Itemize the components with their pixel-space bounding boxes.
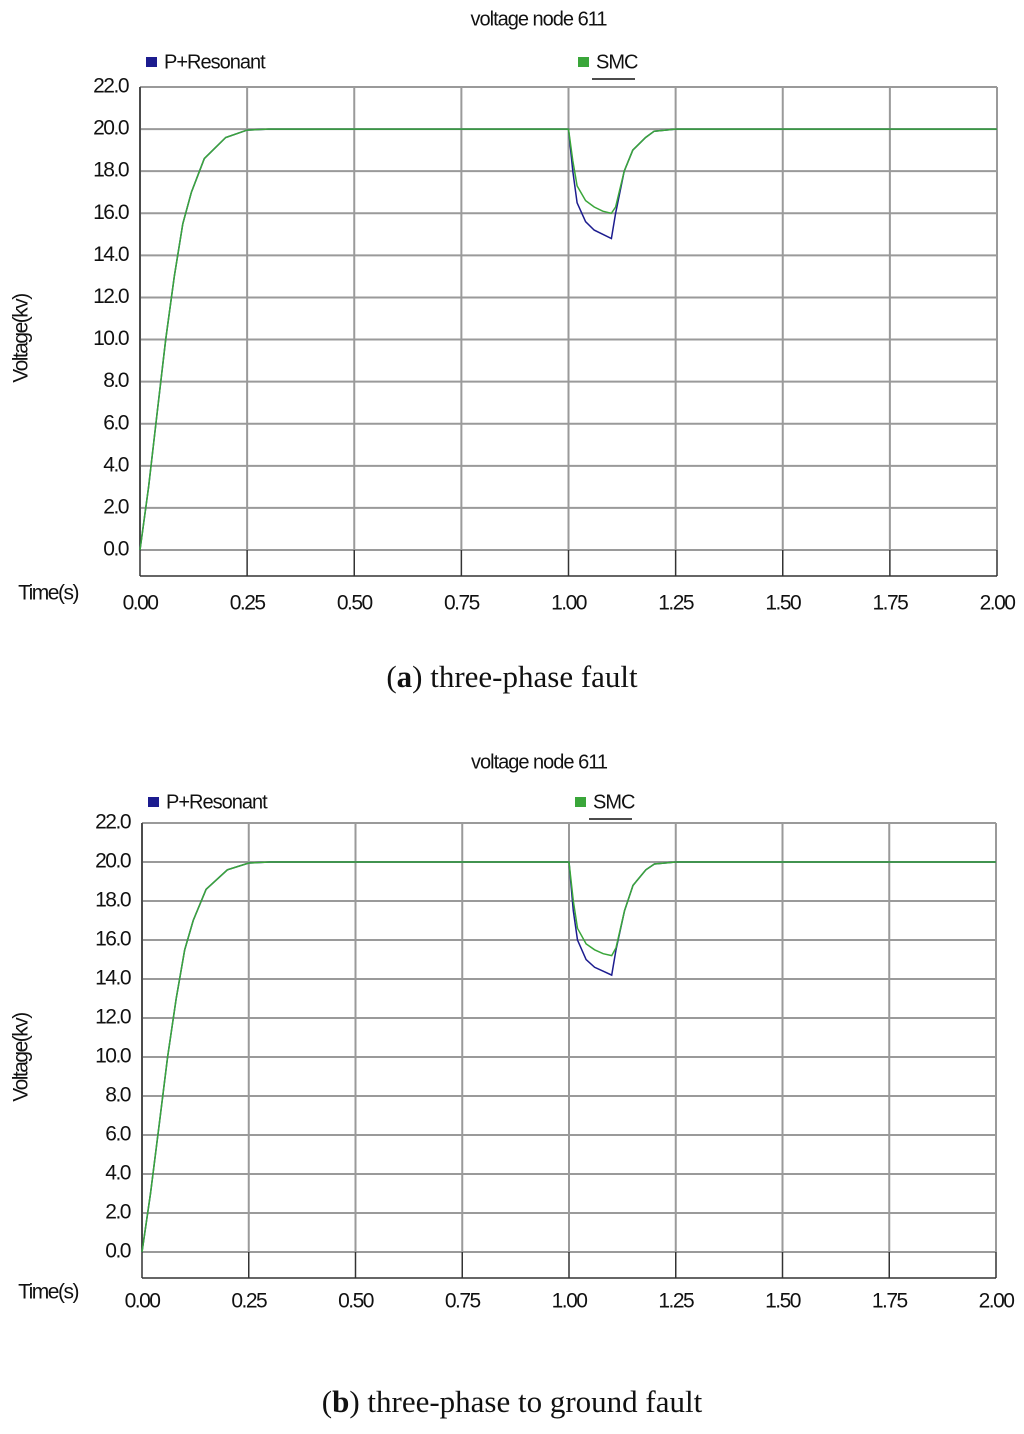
y-tick-label: 20.0 <box>93 117 129 140</box>
y-tick-label: 16.0 <box>95 928 131 951</box>
y-tick-label: 0.0 <box>103 538 129 561</box>
y-tick-label: 8.0 <box>103 369 129 392</box>
x-tick-label: 1.50 <box>765 1290 801 1313</box>
legend-marker <box>578 57 589 67</box>
x-tick-label: 1.50 <box>765 592 801 615</box>
x-tick-label: 0.00 <box>125 1290 161 1313</box>
y-tick-label: 2.0 <box>105 1201 131 1224</box>
y-axis-label: Voltage(kv) <box>10 1013 33 1102</box>
caption-part: ( <box>386 659 396 694</box>
x-tick-label: 1.75 <box>872 592 908 615</box>
x-tick-label: 0.75 <box>445 1290 481 1313</box>
legend-label: P+Resonant <box>164 51 266 73</box>
y-tick-label: 22.0 <box>93 75 129 98</box>
y-tick-label: 10.0 <box>95 1045 131 1068</box>
y-tick-label: 0.0 <box>105 1240 131 1263</box>
y-tick-label: 18.0 <box>95 889 131 912</box>
x-tick-label: 0.25 <box>230 592 266 615</box>
chart-title: voltage node 611 <box>471 751 608 773</box>
y-axis-label: Voltage(kv) <box>10 294 33 383</box>
legend-marker <box>146 57 157 67</box>
x-tick-label: 2.00 <box>979 1290 1015 1313</box>
y-tick-label: 4.0 <box>105 1162 131 1185</box>
y-tick-label: 20.0 <box>95 850 131 873</box>
x-tick-label: 0.50 <box>338 1290 374 1313</box>
x-tick-label: 1.25 <box>658 592 694 615</box>
x-tick-label: 0.25 <box>231 1290 267 1313</box>
y-tick-label: 8.0 <box>105 1084 131 1107</box>
y-tick-label: 6.0 <box>105 1123 131 1146</box>
y-tick-label: 18.0 <box>93 159 129 182</box>
y-tick-label: 12.0 <box>95 1006 131 1029</box>
caption-part: ) three-phase fault <box>412 659 638 694</box>
caption-part: ( <box>322 1384 332 1419</box>
x-tick-label: 1.25 <box>658 1290 694 1313</box>
x-tick-label: 1.00 <box>551 592 587 615</box>
legend-label: P+Resonant <box>166 791 268 813</box>
y-tick-label: 10.0 <box>93 327 129 350</box>
x-axis-label: Time(s) <box>18 1281 78 1304</box>
x-axis-label: Time(s) <box>18 582 78 605</box>
caption: (a) three-phase fault <box>386 659 638 694</box>
x-tick-label: 0.00 <box>123 592 159 615</box>
caption-part: a <box>397 659 413 694</box>
caption: (b) three-phase to ground fault <box>322 1384 703 1419</box>
legend-marker <box>148 797 159 807</box>
legend-label: SMC <box>596 51 638 73</box>
series-line <box>139 128 997 551</box>
chart-title: voltage node 611 <box>471 8 608 30</box>
y-tick-label: 2.0 <box>103 495 129 518</box>
caption-part: ) three-phase to ground fault <box>349 1384 702 1419</box>
x-tick-label: 2.00 <box>980 592 1016 615</box>
caption-part: b <box>332 1384 349 1419</box>
chart: voltage node 611 0.0 2.0 4.0 6.0 8.0 10.0 12.0 1… <box>10 8 1017 694</box>
y-tick-label: 22.0 <box>95 811 131 834</box>
y-tick-label: 16.0 <box>93 201 129 224</box>
y-tick-label: 6.0 <box>103 411 129 434</box>
chart: voltage node 611 0.0 2.0 4.0 6.0 8.0 10.0 12.0 1… <box>10 751 1016 1419</box>
series-line <box>141 861 996 1253</box>
y-tick-label: 4.0 <box>103 453 129 476</box>
legend-label: SMC <box>593 791 635 813</box>
x-tick-label: 1.00 <box>552 1290 588 1313</box>
y-tick-label: 14.0 <box>95 967 131 990</box>
x-tick-label: 0.75 <box>444 592 480 615</box>
y-tick-label: 14.0 <box>93 243 129 266</box>
x-tick-label: 0.50 <box>337 592 373 615</box>
legend-marker <box>575 797 586 807</box>
x-tick-label: 1.75 <box>872 1290 908 1313</box>
y-tick-label: 12.0 <box>93 285 129 308</box>
